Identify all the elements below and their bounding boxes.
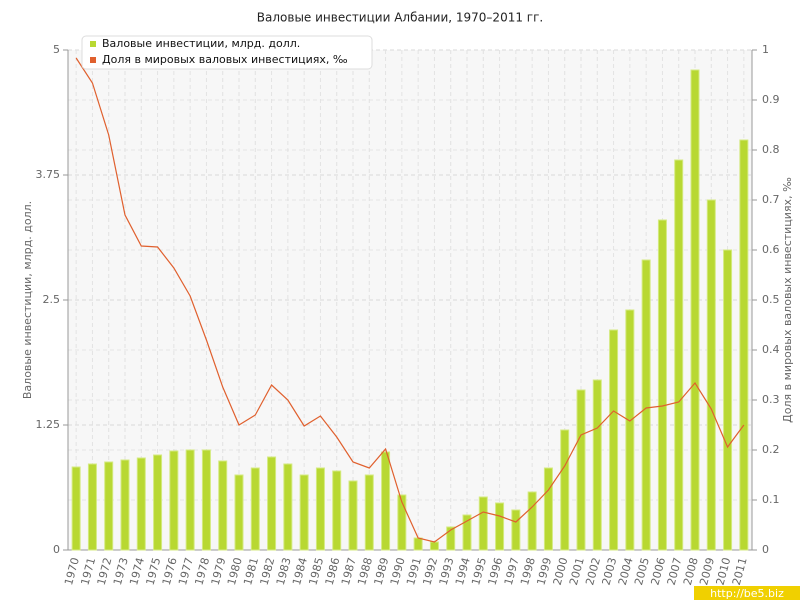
bar [364,474,374,551]
chart-title: Валовые инвестиции Албании, 1970–2011 гг… [257,11,543,25]
bar [576,389,586,551]
y2-tick-label: 0.1 [762,493,780,506]
bar [413,537,423,551]
y2-tick-label: 0.4 [762,343,780,356]
bar [609,329,619,551]
bar [234,474,244,551]
legend-label: Доля в мировых валовых инвестициях, ‰ [102,53,348,66]
bar [495,502,505,551]
bar [267,456,277,551]
legend-swatch [90,41,96,47]
bar [397,494,407,551]
bar [511,509,521,551]
bar [120,459,130,551]
y-tick-label: 0 [53,543,60,556]
bar [332,470,342,551]
y2-tick-label: 0.7 [762,193,780,206]
bar [315,467,325,551]
bar [641,259,651,551]
watermark: http://be5.biz [710,587,784,600]
bar [446,526,456,551]
bar [560,429,570,551]
bar [348,480,358,551]
y-tick-label: 5 [53,43,60,56]
legend-label: Валовые инвестиции, млрд. долл. [102,37,300,50]
y-tick-label: 1.25 [36,418,61,431]
y2-tick-label: 0.5 [762,293,780,306]
y2-tick-label: 0.2 [762,443,780,456]
bar [706,199,716,551]
bar [87,463,97,551]
y2-tick-label: 0.9 [762,93,780,106]
y2-tick-label: 0.8 [762,143,780,156]
bar [690,69,700,551]
bar [71,466,81,551]
bar [136,457,146,551]
bar [723,249,733,551]
bar [218,460,228,551]
bar [185,449,195,551]
bar [462,514,472,551]
bar [299,474,309,551]
bar [543,467,553,551]
bar [153,454,163,551]
bar [674,159,684,551]
bar [381,451,391,551]
y2-tick-label: 1 [762,43,769,56]
bar [104,461,114,551]
y-tick-label: 2.5 [43,293,61,306]
bar [592,379,602,551]
y2-tick-label: 0.3 [762,393,780,406]
bar [429,541,439,551]
bar [169,450,179,551]
y2-tick-label: 0 [762,543,769,556]
watermark-bg [694,586,800,600]
bar [657,219,667,551]
bar [739,139,749,551]
bar [283,463,293,551]
bar [625,309,635,551]
legend-swatch [90,57,96,63]
y-axis-label: Валовые инвестиции, млрд. долл. [21,201,34,399]
y2-tick-label: 0.6 [762,243,780,256]
y-tick-label: 3.75 [36,168,61,181]
y2-axis-label: Доля в мировых валовых инвестициях, ‰ [781,177,794,423]
legend-box [81,35,373,70]
bar [201,449,211,551]
bar [527,491,537,551]
line [75,57,745,543]
bar [478,496,488,551]
bar [250,467,260,551]
